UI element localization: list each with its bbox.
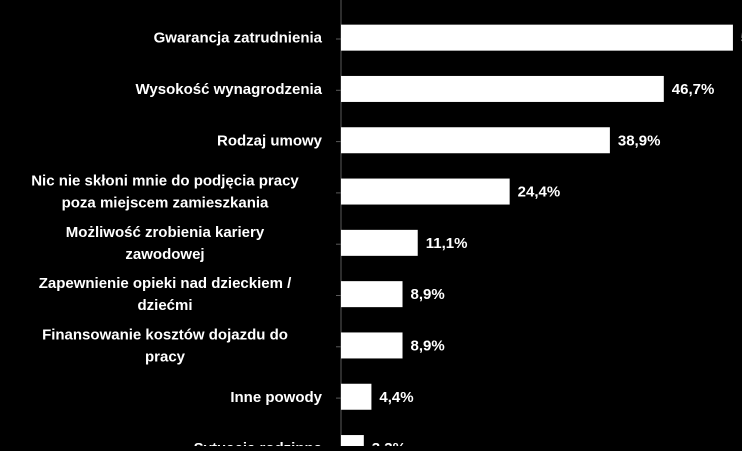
bar-8 [341, 383, 372, 410]
category-label-6: Zapewnienie opieki nad dzieckiem / dziećm… [39, 275, 292, 314]
bar-3 [341, 127, 610, 154]
data-label-9: 3,3% [372, 440, 406, 446]
bar-4 [341, 178, 510, 205]
bar-9 [341, 435, 364, 451]
category-label-8: Inne powody [230, 389, 322, 406]
category-label-2: Wysokość wynagrodzenia [136, 81, 323, 98]
category-label-9: Sytuacja rodzinna [194, 440, 323, 446]
category-label-1: Gwarancja zatrudnienia [154, 30, 323, 47]
bar-1 [341, 24, 733, 51]
category-label-5: Możliwość zrobienia kariery zawodowej [66, 224, 265, 263]
data-label-7: 8,9% [411, 337, 445, 354]
data-label-6: 8,9% [411, 286, 445, 303]
data-label-3: 38,9% [618, 132, 661, 149]
category-label-7: Finansowanie kosztów dojazdu do pracy [42, 326, 288, 365]
bar-7 [341, 332, 403, 359]
data-label-4: 24,4% [518, 184, 561, 201]
data-label-8: 4,4% [379, 389, 413, 406]
data-label-1: 56,7% [741, 30, 742, 47]
bar-2 [341, 75, 664, 102]
data-label-5: 11,1% [426, 235, 468, 252]
data-label-2: 46,7% [672, 81, 715, 98]
category-label-3: Rodzaj umowy [217, 132, 323, 149]
category-label-4: Nic nie skłoni mnie do podjęcia pracy poz… [31, 173, 299, 212]
bar-5 [341, 229, 418, 256]
bar-6 [341, 281, 403, 308]
